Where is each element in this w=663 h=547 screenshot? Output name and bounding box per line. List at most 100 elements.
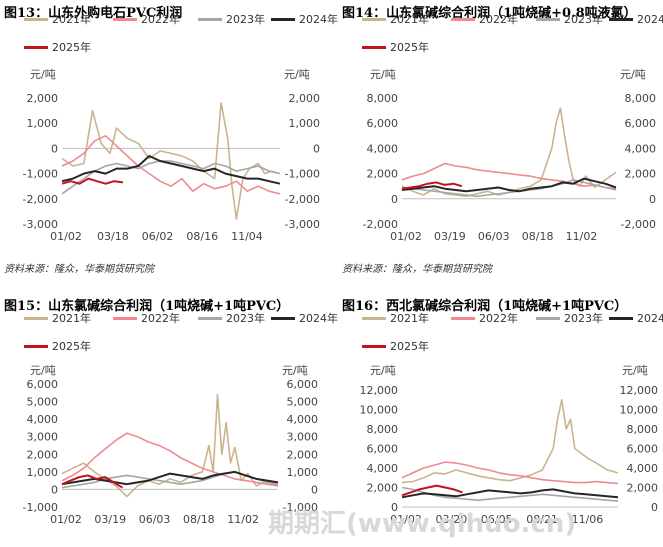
series-line-2022年 — [401, 461, 619, 485]
x-tick-label: 03/19 — [94, 513, 126, 526]
source-note: 资料来源：隆众，华泰期货研究院 — [4, 263, 156, 275]
y-tick-right: 6,000 — [287, 378, 319, 391]
legend-label: 2021年 — [52, 311, 91, 325]
source-note: 资料来源：隆众，华泰期货研究院 — [342, 263, 494, 275]
x-tick-label: 06/03 — [139, 513, 171, 526]
chart-title: 图13：山东外购电石PVC利润 — [4, 5, 182, 21]
y-tick-right: 2,000 — [287, 448, 319, 461]
y-tick-left: 5,000 — [27, 396, 59, 409]
right-unit-label: 元/吨 — [620, 68, 646, 81]
x-tick-label: 11/02 — [227, 513, 259, 526]
y-tick-left: 8,000 — [367, 423, 399, 436]
right-unit-label: 元/吨 — [282, 364, 308, 377]
y-tick-left: 1,000 — [27, 117, 59, 130]
y-tick-left: 4,000 — [367, 142, 399, 155]
y-tick-right: 8,000 — [627, 423, 659, 436]
right-unit-label: 元/吨 — [284, 68, 310, 81]
series-line-2023年 — [401, 486, 619, 502]
x-tick-label: 08/16 — [186, 230, 218, 243]
series-line-2024年 — [61, 155, 281, 185]
left-unit-label: 元/吨 — [30, 364, 56, 377]
y-tick-left: -2,000 — [23, 193, 58, 206]
y-tick-left: 2,000 — [367, 168, 399, 181]
y-tick-left: 12,000 — [360, 384, 399, 397]
y-tick-left: -1,000 — [23, 168, 58, 181]
y-tick-left: 2,000 — [27, 92, 59, 105]
x-tick-label: 08/18 — [522, 230, 554, 243]
chart-title: 图15：山东氯碱综合利润（1吨烧碱+1吨PVC） — [4, 298, 289, 314]
y-tick-right: 12,000 — [620, 384, 659, 397]
y-tick-right: 0 — [313, 142, 320, 155]
y-tick-left: 4,000 — [27, 413, 59, 426]
y-tick-right: 1,000 — [289, 117, 321, 130]
y-tick-right: 0 — [649, 193, 656, 206]
y-tick-left: 10,000 — [360, 404, 399, 417]
series-line-2021年 — [61, 102, 281, 220]
y-tick-left: 0 — [391, 193, 398, 206]
x-tick-label: 06/03 — [478, 230, 510, 243]
x-tick-label: 08/21 — [526, 513, 558, 526]
series-line-2021年 — [401, 398, 619, 484]
y-tick-right: 8,000 — [625, 92, 657, 105]
chart-title: 图16：西北氯碱综合利润（1吨烧碱+1吨PVC） — [342, 298, 627, 314]
legend-label: 2022年 — [479, 311, 518, 325]
legend-label: 2025年 — [52, 339, 91, 353]
x-tick-label: 01/02 — [390, 513, 422, 526]
legend-label: 2022年 — [141, 12, 180, 26]
series-line-2025年 — [61, 474, 124, 489]
x-tick-label: 03/18 — [97, 230, 129, 243]
y-tick-left: 6,000 — [367, 117, 399, 130]
y-tick-left: 3,000 — [27, 431, 59, 444]
series-line-2022年 — [401, 162, 617, 190]
y-tick-right: 10,000 — [620, 404, 659, 417]
y-tick-left: 2,000 — [27, 448, 59, 461]
y-tick-right: -3,000 — [285, 218, 320, 231]
x-tick-label: 01/02 — [50, 513, 82, 526]
y-tick-right: 2,000 — [627, 482, 659, 495]
legend-label: 2021年 — [390, 12, 429, 26]
y-tick-left: -2,000 — [363, 218, 398, 231]
series-line-2023年 — [61, 160, 281, 195]
series-line-2025年 — [61, 177, 124, 185]
legend-label: 2024年 — [637, 12, 663, 26]
series-line-2025年 — [401, 181, 463, 190]
chart-title: 图14：山东氯碱综合利润（1吨烧碱+0.8吨液氯） — [342, 5, 637, 21]
left-unit-label: 元/吨 — [370, 364, 396, 377]
legend-label: 2024年 — [299, 311, 338, 325]
y-tick-left: 0 — [51, 142, 58, 155]
legend-label: 2022年 — [141, 311, 180, 325]
x-tick-label: 06/02 — [142, 230, 174, 243]
x-tick-label: 03/19 — [434, 230, 466, 243]
series-line-2022年 — [61, 432, 279, 487]
right-unit-label: 元/吨 — [622, 364, 648, 377]
series-line-2022年 — [61, 135, 281, 195]
y-tick-left: 1,000 — [27, 466, 59, 479]
chart-panel-4: 图16：西北氯碱综合利润（1吨烧碱+1吨PVC）2021年 2022年 2023年 2… — [342, 298, 663, 526]
series-line-2021年 — [401, 107, 617, 198]
series-line-2024年 — [401, 177, 617, 193]
x-tick-label: 11/04 — [231, 230, 263, 243]
y-tick-right: 2,000 — [625, 168, 657, 181]
y-tick-left: 6,000 — [367, 443, 399, 456]
series-line-2024年 — [401, 488, 619, 499]
legend-label: 2023年 — [226, 311, 265, 325]
y-tick-right: 6,000 — [625, 117, 657, 130]
y-tick-left: 0 — [391, 501, 398, 514]
x-tick-label: 01/02 — [50, 230, 82, 243]
legend-label: 2025年 — [390, 339, 429, 353]
y-tick-right: 4,000 — [287, 413, 319, 426]
y-tick-right: 2,000 — [289, 92, 321, 105]
x-tick-label: 11/06 — [572, 513, 604, 526]
series-line-2023年 — [401, 179, 617, 198]
y-tick-left: -1,000 — [23, 501, 58, 514]
y-tick-right: 4,000 — [625, 142, 657, 155]
chart-panel-3: 图15：山东氯碱综合利润（1吨烧碱+1吨PVC）2021年 2022年 2023年 2… — [4, 298, 338, 526]
y-tick-right: 3,000 — [287, 431, 319, 444]
legend-label: 2021年 — [390, 311, 429, 325]
series-line-2025年 — [401, 484, 463, 497]
left-unit-label: 元/吨 — [30, 68, 56, 81]
y-tick-right: 5,000 — [287, 396, 319, 409]
left-unit-label: 元/吨 — [370, 68, 396, 81]
y-tick-right: -2,000 — [621, 218, 656, 231]
